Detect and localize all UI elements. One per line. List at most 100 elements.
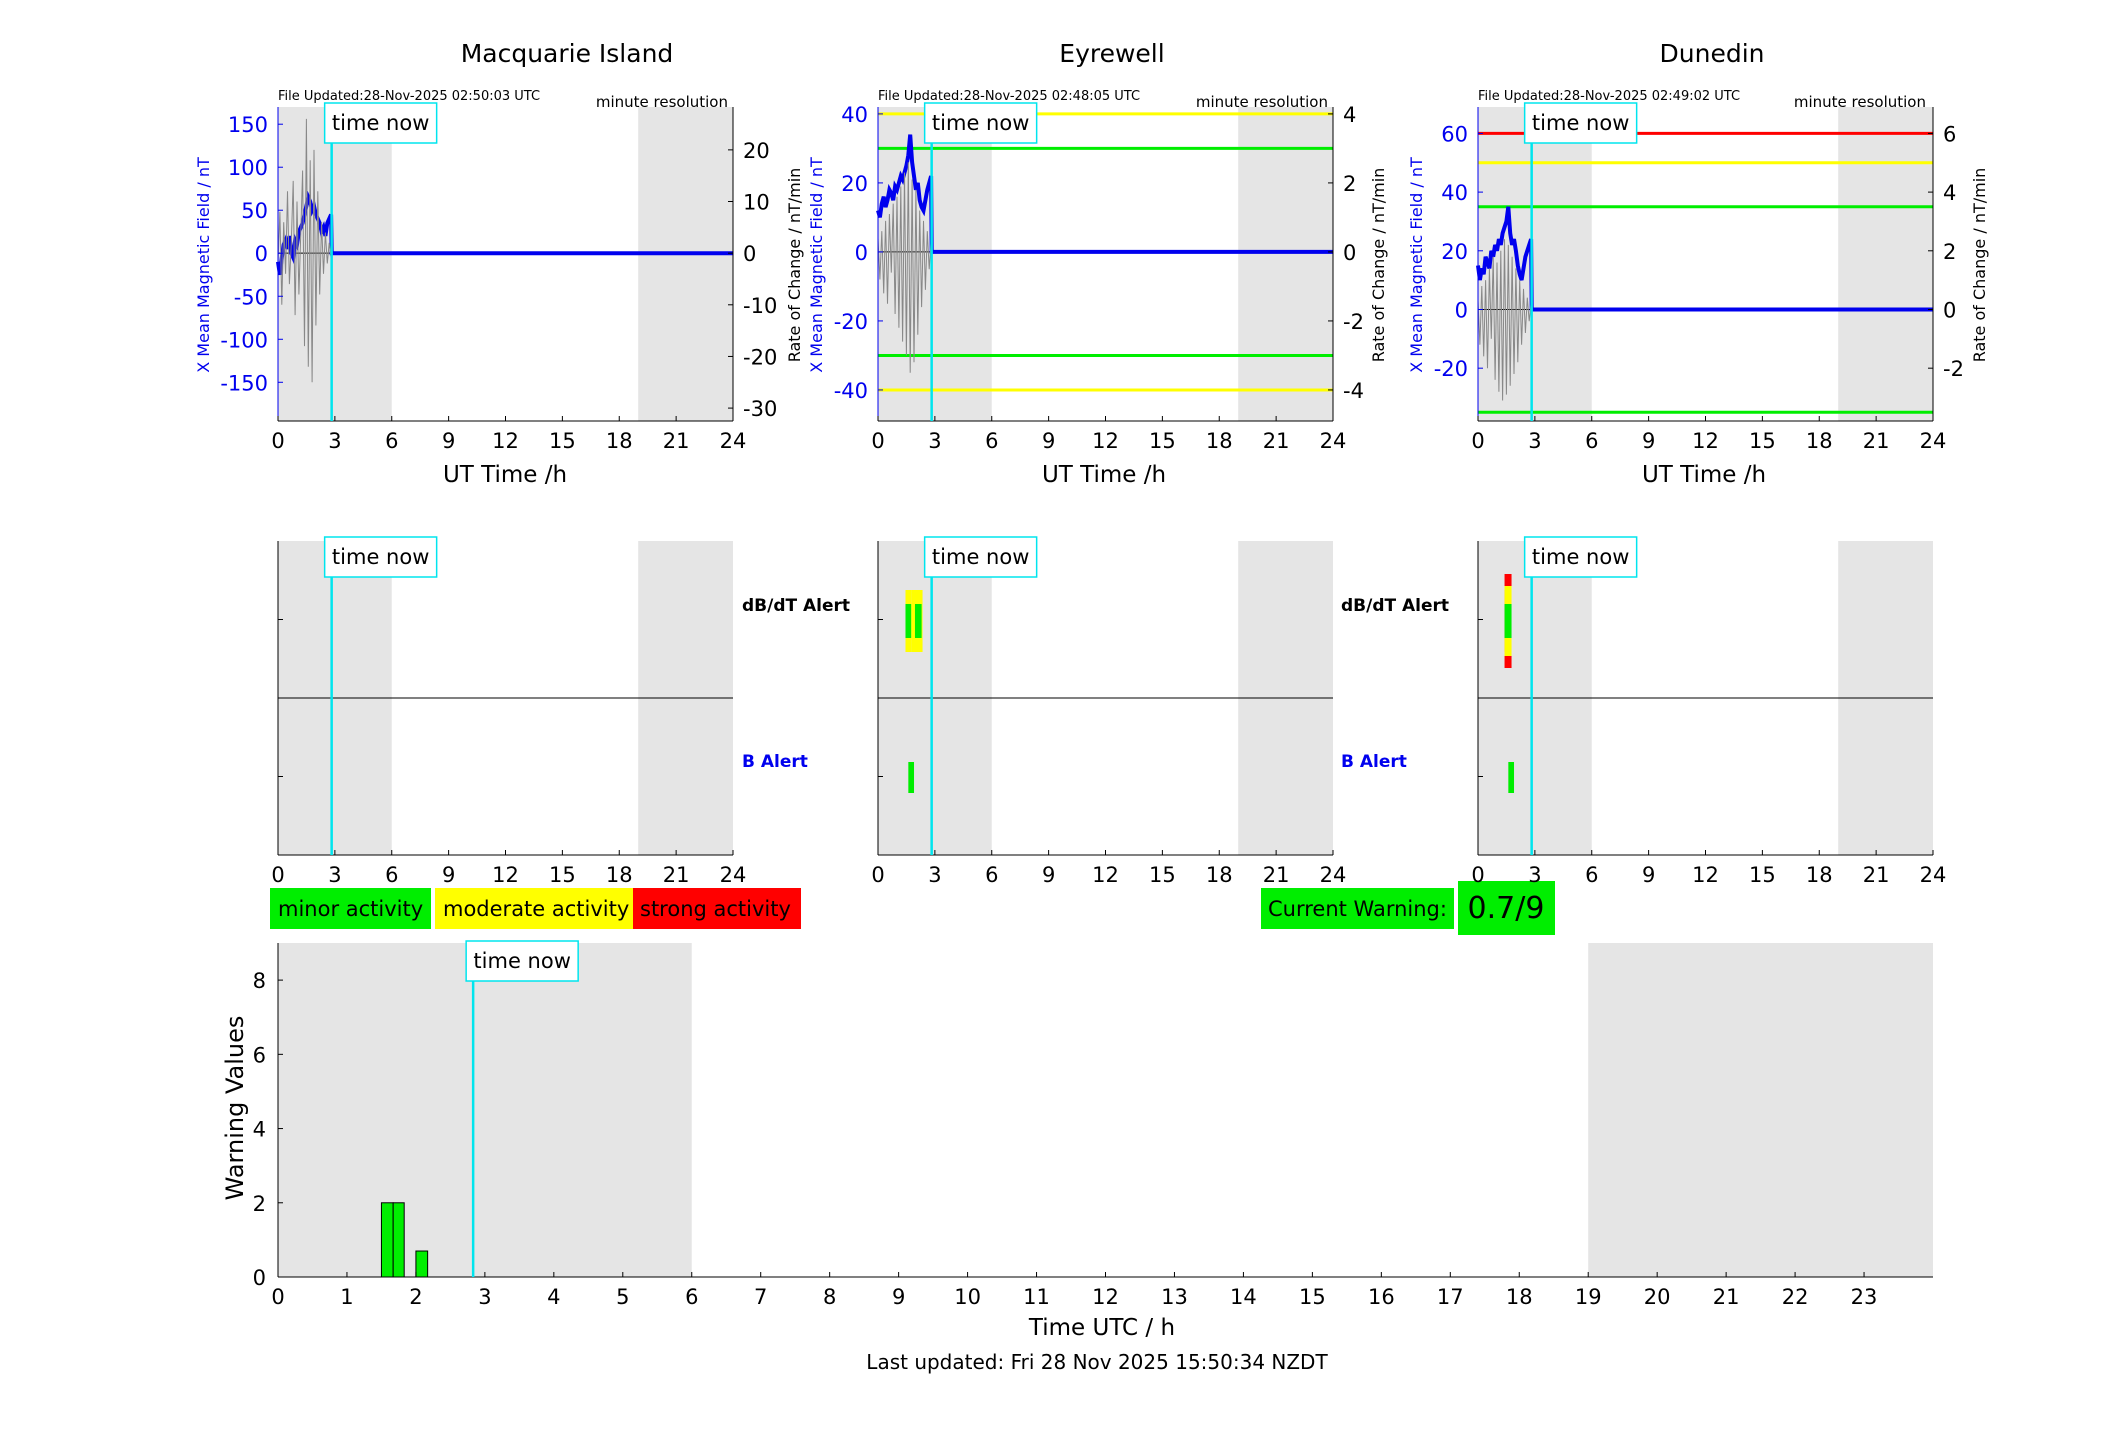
right-y-tick-label: -10 [743,294,777,318]
x-tick-label: 23 [1851,1285,1878,1309]
x-tick-label: 4 [547,1285,560,1309]
x-tick-label: 24 [1320,429,1347,453]
x-tick-label: 18 [606,429,633,453]
x-tick-label: 16 [1368,1285,1395,1309]
night-shade-1 [1588,943,1933,1277]
current-warning-value-box [1458,881,1555,935]
x-tick-label: 15 [549,429,576,453]
x-tick-label: 24 [1920,863,1947,887]
right-y-tick-label: 2 [1343,172,1356,196]
left-ylabel-eyrewell: X Mean Magnetic Field / nT [807,157,826,373]
file-updated-macquarie: File Updated:28-Nov-2025 02:50:03 UTC [278,89,540,104]
right-y-tick-label: 0 [743,242,756,266]
right-y-tick-label: -2 [1943,357,1964,381]
x-tick-label: 12 [492,863,519,887]
legend-strong-label: strong activity [640,897,791,921]
warning-y-tick-label: 8 [253,969,266,993]
resolution-eyrewell: minute resolution [1196,93,1328,111]
x-tick-label: 24 [1920,429,1947,453]
x-tick-label: 3 [478,1285,491,1309]
x-tick-label: 0 [271,1285,284,1309]
x-tick-label: 18 [606,863,633,887]
resolution-dunedin: minute resolution [1794,93,1926,111]
x-tick-label: 15 [1149,863,1176,887]
left-y-tick-label: 40 [841,103,868,127]
x-tick-label: 9 [1642,429,1655,453]
x-tick-label: 13 [1161,1285,1188,1309]
x-tick-label: 0 [271,429,284,453]
right-y-tick-label: -20 [743,345,777,369]
x-tick-label: 18 [1806,429,1833,453]
x-tick-label: 20 [1644,1285,1671,1309]
warning-y-tick-label: 6 [253,1043,266,1067]
x-tick-label: 18 [1206,429,1233,453]
x-tick-label: 10 [954,1285,981,1309]
x-tick-label: 15 [1149,429,1176,453]
b-alert-label-2: B Alert [1341,752,1407,772]
x-tick-label: 3 [1528,863,1541,887]
x-tick-label: 0 [271,863,284,887]
right-y-tick-label: 0 [1943,298,1956,322]
x-tick-label: 9 [442,429,455,453]
time-now-box [323,536,438,578]
x-tick-label: 18 [1806,863,1833,887]
field-series-line [1476,206,1933,312]
time-now-box [923,102,1038,144]
b-alert-label-1: B Alert [742,752,808,772]
left-y-tick-label: 150 [228,113,268,137]
rate-series-line [277,118,333,383]
dbdt-alert-bar [905,604,912,638]
x-tick-label: 11 [1023,1285,1050,1309]
warning-bar [415,1250,429,1278]
warning-y-tick-label: 0 [253,1266,266,1290]
night-shade-0 [278,943,692,1277]
x-tick-label: 3 [928,863,941,887]
right-y-tick-label: -4 [1343,379,1364,403]
x-tick-label: 6 [385,863,398,887]
time-now-box [1523,102,1638,144]
x-tick-label: 15 [1749,863,1776,887]
resolution-macquarie: minute resolution [596,93,728,111]
x-tick-label: 21 [663,863,690,887]
x-tick-label: 6 [1585,863,1598,887]
x-tick-label: 9 [1642,863,1655,887]
right-y-tick-label: 0 [1343,241,1356,265]
night-shade-0 [878,107,992,421]
x-tick-label: 0 [1471,863,1484,887]
x-tick-label: 9 [442,863,455,887]
dbdt-alert-strip [1504,638,1512,656]
x-tick-label: 12 [1692,429,1719,453]
night-shade-0 [278,107,392,421]
left-y-tick-label: 20 [841,172,868,196]
time-now-box [1523,536,1638,578]
rate-series-line [877,162,933,373]
x-tick-label: 0 [871,429,884,453]
x-tick-label: 21 [663,429,690,453]
warning-y-tick-label: 2 [253,1192,266,1216]
x-tick-label: 6 [985,429,998,453]
x-tick-label: 24 [720,863,747,887]
x-tick-label: 3 [1528,429,1541,453]
right-y-tick-label: 4 [1343,103,1356,127]
station-title-macquarie: Macquarie Island [461,39,674,68]
x-tick-label: 5 [616,1285,629,1309]
night-shade-1 [1238,107,1333,421]
right-y-tick-label: 10 [743,191,770,215]
legend-moderate-label: moderate activity [443,897,629,921]
station-title-eyrewell: Eyrewell [1059,39,1164,68]
time-now-label: time now [1532,545,1629,569]
left-ylabel-macquarie: X Mean Magnetic Field / nT [194,157,213,373]
left-ylabel-dunedin: X Mean Magnetic Field / nT [1407,157,1426,373]
x-tick-label: 21 [1713,1285,1740,1309]
left-y-tick-label: 0 [255,242,268,266]
right-ylabel-dunedin: Rate of Change / nT/min [1970,168,1989,363]
left-y-tick-label: -150 [220,371,268,395]
right-y-tick-label: -30 [743,397,777,421]
left-y-tick-label: 20 [1441,240,1468,264]
dbdt-alert-strip [1504,586,1512,604]
left-y-tick-label: -40 [834,379,868,403]
left-y-tick-label: 100 [228,156,268,180]
